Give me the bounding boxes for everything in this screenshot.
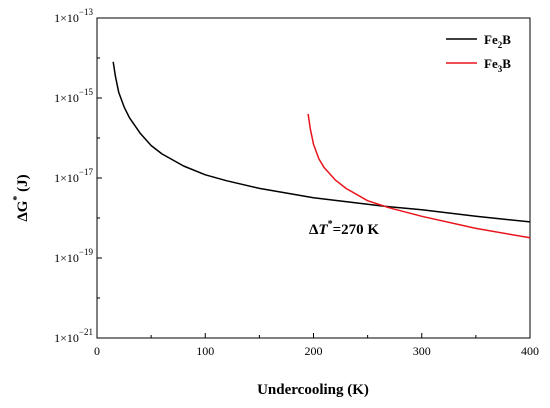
series-line-fe2b bbox=[112, 61, 531, 223]
y-tick-label: 1×10−21 bbox=[54, 327, 93, 345]
y-tick-label: 1×10−17 bbox=[54, 167, 93, 185]
x-tick-label: 400 bbox=[521, 344, 539, 358]
x-tick-label: 300 bbox=[413, 344, 431, 358]
x-axis-label: Undercooling (K) bbox=[257, 382, 369, 398]
series-line-fe3b bbox=[307, 113, 531, 239]
plot-frame bbox=[96, 17, 531, 339]
x-axis-ticks: 0 100 200 300 400 bbox=[94, 333, 539, 358]
y-tick-label: 1×10−15 bbox=[54, 87, 93, 105]
series-lines bbox=[112, 61, 531, 239]
x-tick-label: 100 bbox=[196, 344, 214, 358]
y-axis-label: ΔG* (J) bbox=[12, 174, 31, 221]
y-axis-ticks: 1×10−21 1×10−19 1×10−17 1×10−15 1×10−13 bbox=[54, 7, 102, 345]
legend: Fe2B Fe3B bbox=[446, 32, 511, 74]
legend-label-fe3b: Fe3B bbox=[484, 56, 511, 74]
y-tick-label: 1×10−19 bbox=[54, 247, 93, 265]
legend-label-fe2b: Fe2B bbox=[484, 32, 511, 50]
x-tick-label: 0 bbox=[94, 344, 100, 358]
plot-border bbox=[96, 17, 531, 339]
x-tick-label: 200 bbox=[305, 344, 323, 358]
y-tick-label: 1×10−13 bbox=[54, 7, 93, 25]
crossover-annotation: ΔT*=270 K bbox=[309, 219, 379, 238]
